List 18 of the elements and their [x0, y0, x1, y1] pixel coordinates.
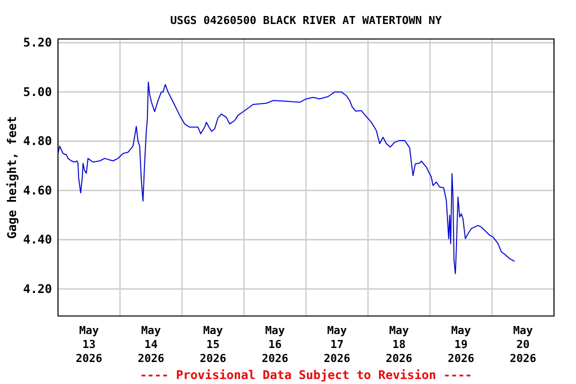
x-tick-label: May 14 2026 [138, 324, 165, 365]
x-tick-label: May 20 2026 [510, 324, 537, 365]
y-tick-label: 4.60 [23, 183, 52, 198]
y-tick-label: 4.40 [23, 232, 52, 247]
x-tick-label: May 15 2026 [200, 324, 227, 365]
x-tick-label: May 17 2026 [324, 324, 351, 365]
x-tick-label: May 13 2026 [76, 324, 103, 365]
y-tick-label: 5.20 [23, 36, 52, 50]
y-axis-title: Gage height, feet [5, 116, 19, 239]
x-tick-label: May 16 2026 [262, 324, 289, 365]
y-tick-label: 4.80 [23, 134, 52, 148]
y-tick-label: 5.00 [23, 84, 52, 99]
y-tick-label: 4.20 [23, 282, 52, 296]
x-tick-label: May 18 2026 [386, 324, 413, 365]
chart-title: USGS 04260500 BLACK RIVER AT WATERTOWN NY [170, 14, 442, 27]
x-tick-label: May 19 2026 [448, 324, 475, 365]
line-series [58, 82, 516, 274]
text: ---- Provisional Data Subject to Revision ---- [140, 368, 472, 382]
